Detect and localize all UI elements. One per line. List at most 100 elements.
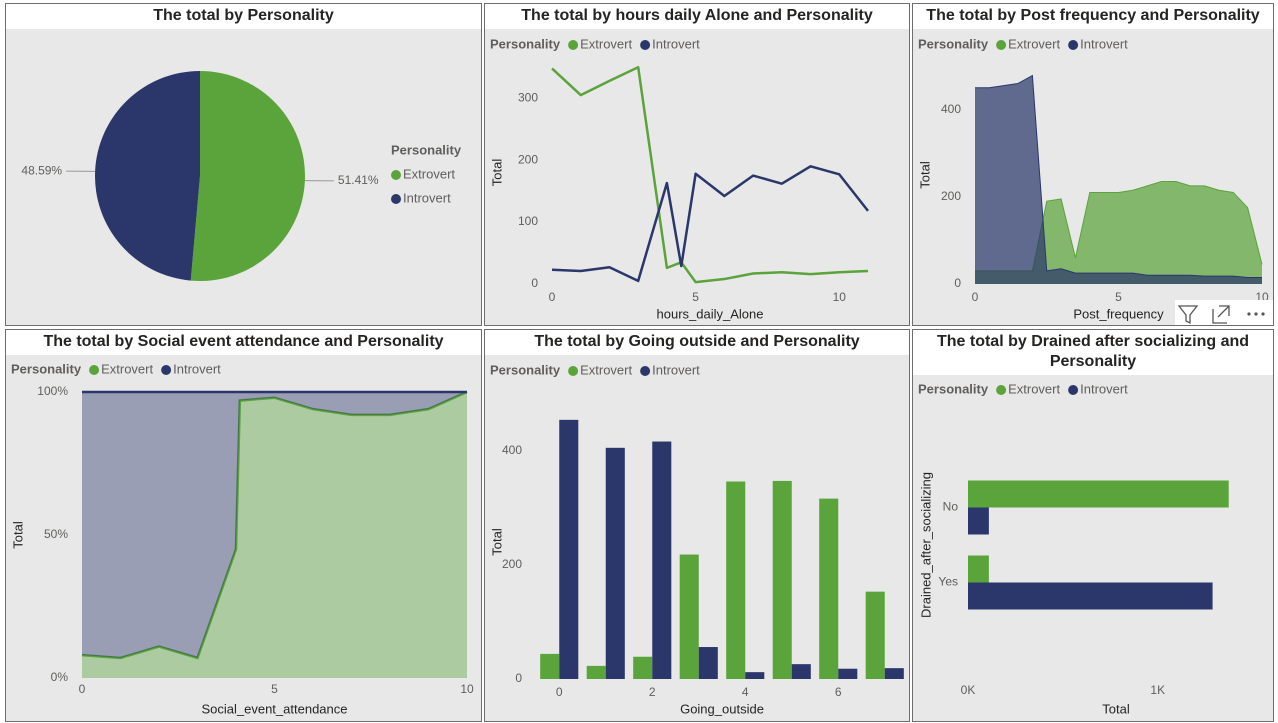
y-axis-label: Total — [10, 521, 25, 549]
panel: Drained_after_socializing Total 0K 1K No Yes P… — [912, 329, 1274, 722]
legend-marker — [568, 40, 579, 50]
bar — [726, 481, 746, 679]
x-tick-label: 10 — [460, 682, 474, 696]
legend-label: Introvert — [1080, 36, 1128, 51]
chart: Total Post_frequency 0 200 400 0 5 10 Personalit… — [917, 36, 1269, 321]
chart-title: The total by hours daily Alone and Perso… — [485, 4, 909, 29]
x-axis-label: Post_frequency — [1073, 306, 1164, 321]
x-tick-label: 5 — [692, 290, 699, 304]
chart-title: The total by Drained after socializing a… — [913, 330, 1273, 375]
x-tick-label: 1K — [1150, 683, 1165, 697]
bar — [652, 441, 672, 679]
pie-slice — [190, 71, 305, 281]
bar — [838, 668, 858, 679]
y-axis-label: Total — [489, 159, 504, 187]
legend-label: Introvert — [173, 361, 221, 376]
area-series — [82, 392, 467, 678]
bar — [698, 647, 718, 679]
panel: Total Going_outside 0 200 400 0 2 4 6 Personality… — [484, 329, 910, 722]
bar — [865, 591, 885, 679]
legend-marker — [89, 365, 100, 375]
x-tick-label: 5 — [1115, 290, 1122, 304]
chart: Total Social_event_attendance 0% 50% 100% 0 5 1… — [10, 361, 474, 716]
legend-title: Personality — [11, 361, 82, 376]
legend-label: Extrovert — [580, 362, 632, 377]
chart-title: The total by Personality — [6, 4, 481, 29]
chart: 51.41% 48.59% Personality Extrovert Introver… — [21, 71, 462, 281]
chart-title: The total by Going outside and Personali… — [485, 330, 909, 355]
legend-label: Introvert — [652, 36, 700, 51]
legend-label: Extrovert — [1008, 381, 1060, 396]
bar — [540, 653, 560, 679]
y-tick-label: 100 — [518, 214, 538, 228]
legend-title: Personality — [391, 142, 462, 157]
legend-title: Personality — [918, 381, 989, 396]
x-axis-label: Total — [1102, 701, 1130, 716]
area-edge — [81, 390, 468, 660]
y-tick-label: 200 — [502, 557, 522, 571]
chart: Drained_after_socializing Total 0K 1K No Yes P… — [918, 381, 1229, 716]
x-tick-label: 0K — [961, 683, 976, 697]
x-tick-label: 5 — [271, 682, 278, 696]
data-label: 51.41% — [338, 173, 379, 187]
bar — [586, 665, 606, 679]
legend-marker — [640, 366, 651, 376]
bar — [633, 656, 653, 679]
legend-label: Extrovert — [403, 166, 455, 181]
x-tick-label: 10 — [1255, 290, 1269, 304]
x-tick-label: 0 — [79, 682, 86, 696]
legend-title: Personality — [490, 36, 561, 51]
bar — [968, 555, 989, 583]
y-axis-label: Drained_after_socializing — [918, 472, 933, 618]
bar — [679, 554, 699, 679]
legend-title: Personality — [490, 362, 561, 377]
pie-slice — [94, 71, 200, 281]
y-tick-label: 200 — [518, 152, 538, 166]
x-tick-label: 0 — [972, 290, 979, 304]
area-series — [975, 181, 1262, 284]
y-tick-label: Yes — [938, 575, 958, 589]
line-series — [551, 165, 869, 283]
legend-label: Introvert — [652, 362, 700, 377]
bar — [884, 668, 904, 679]
bar — [968, 582, 1213, 610]
legend-title: Personality — [918, 36, 989, 51]
legend-label: Introvert — [1080, 381, 1128, 396]
legend-label: Extrovert — [1008, 36, 1060, 51]
y-axis-label: Total — [917, 161, 932, 189]
x-tick-label: 10 — [833, 290, 847, 304]
legend-marker — [161, 365, 172, 375]
legend-marker — [996, 40, 1007, 50]
data-label: 48.59% — [21, 163, 62, 177]
x-tick-label: 6 — [835, 685, 842, 699]
y-tick-label: 400 — [941, 102, 961, 116]
line-series — [551, 65, 869, 284]
y-axis-label: Total — [489, 528, 504, 556]
legend-marker — [391, 170, 401, 180]
chart: Total hours_daily_Alone 0 100 200 300 0 5 10 Pers… — [489, 36, 869, 321]
panel: Total Post_frequency 0 200 400 0 5 10 Personalit… — [912, 3, 1274, 326]
panel: Total hours_daily_Alone 0 100 200 300 0 5 10 Pers… — [484, 3, 910, 326]
x-tick-label: 0 — [549, 290, 556, 304]
chart: Total Going_outside 0 200 400 0 2 4 6 Personality… — [489, 362, 904, 716]
x-axis-label: Social_event_attendance — [201, 701, 347, 716]
area-edge — [975, 74, 1262, 278]
y-tick-label: 200 — [941, 189, 961, 203]
chart-title: The total by Post frequency and Personal… — [913, 4, 1273, 29]
legend-label: Introvert — [403, 190, 451, 205]
chart-title: The total by Social event attendance and… — [6, 330, 481, 355]
y-tick-label: 400 — [502, 443, 522, 457]
y-tick-label: 300 — [518, 90, 538, 104]
bar — [968, 480, 1229, 508]
y-tick-label: 100% — [37, 384, 68, 398]
y-tick-label: 0 — [515, 671, 522, 685]
x-tick-label: 0 — [556, 685, 563, 699]
legend-marker — [391, 194, 401, 204]
legend-label: Extrovert — [101, 361, 153, 376]
y-tick-label: 0% — [51, 670, 69, 684]
bar — [819, 498, 839, 679]
bar — [559, 419, 579, 679]
area-series — [82, 392, 467, 658]
legend-marker — [996, 385, 1007, 395]
